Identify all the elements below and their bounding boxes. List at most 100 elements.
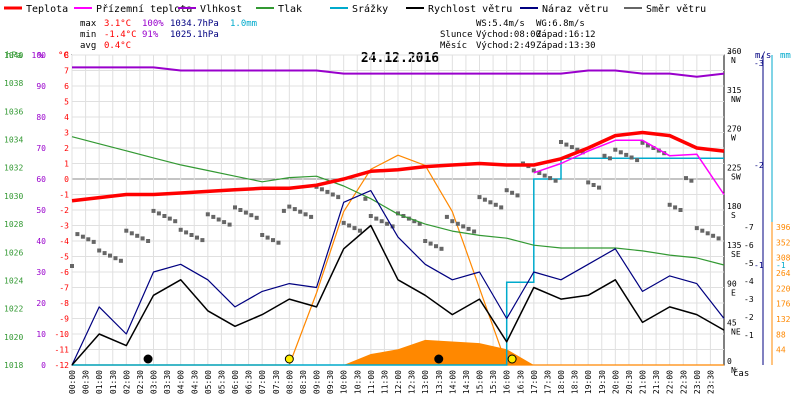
tick-label-pct: 80 (36, 113, 46, 122)
stat-press-max: 1034.7hPa (170, 19, 219, 29)
tick-label-pct: 20 (36, 299, 46, 308)
tick-label-temp: 7 (64, 67, 69, 76)
wind-dir-point (227, 222, 232, 227)
wind-dir-point (173, 219, 178, 224)
stats-block: max 3.1°C 100% 1034.7hPa 1.0mm min -1.4°… (80, 19, 257, 51)
wind-dir-point (309, 214, 314, 219)
wind-dir-point (461, 224, 466, 229)
tick-label-dir-name: NW (731, 95, 741, 104)
tick-label-temp: 4 (64, 113, 69, 122)
tick-label-dir: 135 (727, 241, 742, 250)
tick-label-time: 01:00 (95, 370, 104, 394)
wind-dir-point (238, 208, 243, 212)
wind-dir-point (184, 230, 189, 235)
tick-label-time: 13:00 (421, 370, 430, 394)
unit-pct: % (38, 51, 44, 61)
humidity-line (72, 66, 725, 78)
tick-label-temp: -12 (55, 361, 70, 370)
tick-label-hpa: 1022 (4, 305, 23, 314)
axis-ticks: 1040103810361034103210301028102610241022… (4, 47, 791, 394)
tick-label-temp: 8 (64, 51, 69, 60)
tick-label-temp: 2 (64, 144, 69, 153)
legend-label-prizemni: Přízemní teplota (96, 3, 192, 15)
unit-degc: °C (58, 51, 69, 61)
wind-dir-point (673, 205, 678, 210)
tick-label-time: 09:30 (326, 370, 335, 394)
wind-dir-point (75, 232, 80, 237)
wind-dir-point (347, 223, 352, 228)
tick-label-dir: 270 (727, 125, 742, 134)
wind-dir-point (140, 236, 145, 241)
tick-label-temp: -6 (59, 268, 69, 277)
info-mesic-set: Západ:13:30 (536, 41, 596, 51)
info-wg: WG:6.8m/s (536, 19, 585, 29)
tick-label-dir: 225 (727, 163, 742, 172)
wind-dir-point (548, 176, 553, 181)
stat-rain-max: 1.0mm (230, 19, 257, 29)
unit-hpa: hPa (6, 51, 22, 61)
tick-label-temp: 0 (64, 175, 69, 184)
wind-dir-point (222, 220, 227, 225)
stat-press-min: 1025.1hPa (170, 30, 219, 40)
wind-dir-point (363, 196, 368, 201)
tick-label-dir-name: W (731, 134, 736, 143)
tick-label-temp: -10 (55, 330, 70, 339)
tick-label-time: 04:30 (190, 370, 199, 394)
tick-label-solar: 44 (776, 346, 786, 355)
tick-label-time: 20:00 (611, 370, 620, 394)
tick-label-time: 04:00 (177, 370, 186, 394)
tick-label-time: 16:00 (503, 370, 512, 394)
tick-label-time: 21:30 (652, 370, 661, 394)
tick-label-temp: 6 (64, 82, 69, 91)
legend-label-tlak: Tlak (278, 4, 302, 15)
wind-dir-point (428, 241, 433, 246)
tick-label-time: 18:30 (571, 370, 580, 394)
wind-dir-point (243, 210, 248, 215)
wind-dir-point (336, 195, 341, 200)
legend-label-smer: Směr větru (646, 3, 706, 15)
tick-label-time: 09:00 (313, 370, 322, 394)
wind-dir-point (265, 235, 270, 240)
wind-dir-point (694, 226, 699, 231)
tick-label-dir-name: N (731, 56, 736, 65)
tick-label-wind: -4 (744, 277, 754, 286)
tick-label-hpa: 1028 (4, 220, 23, 229)
wind-dir-point (482, 197, 487, 202)
tick-label-temp: -1 (59, 191, 69, 200)
tick-label-temp: 3 (64, 129, 69, 138)
wind-dir-point (352, 226, 357, 231)
tick-label-time: 02:00 (122, 370, 131, 394)
tick-label-ms: -3 (754, 59, 764, 68)
stat-temp-avg: 0.4°C (104, 41, 131, 51)
tick-label-solar: 264 (776, 269, 791, 278)
legend-label-srazky: Srážky (352, 3, 388, 15)
wind-dir-point (91, 239, 96, 244)
tick-label-dir-name: NE (731, 327, 741, 336)
wind-dir-point (189, 233, 194, 237)
wind-dir-point (472, 229, 477, 234)
tick-label-hpa: 1020 (4, 333, 23, 342)
wind-dir-point (510, 190, 515, 195)
tick-label-solar: 220 (776, 284, 791, 293)
wind-dir-point (216, 217, 221, 222)
tick-label-dir-name: SW (731, 172, 741, 181)
wind-dir-point (564, 142, 569, 147)
tick-label-time: 02:30 (136, 370, 145, 394)
wind-dir-point (195, 235, 199, 240)
wind-dir-point (439, 246, 444, 251)
wind-dir-point (281, 208, 286, 213)
tick-label-dir: 360 (727, 47, 742, 56)
tick-label-time: 13:30 (435, 370, 444, 394)
tick-label-solar: 396 (776, 223, 791, 232)
tick-label-solar: 88 (776, 330, 786, 339)
wind-dir-point (515, 193, 520, 198)
wind-dir-point (156, 211, 161, 216)
tick-label-hpa: 1038 (4, 79, 23, 88)
grid (71, 54, 724, 366)
pressure-line (71, 136, 725, 266)
tick-label-temp: -8 (59, 299, 69, 308)
tick-label-hpa: 1018 (4, 361, 23, 370)
wind-dir-point (597, 185, 601, 190)
tick-label-hpa: 1030 (4, 192, 23, 201)
